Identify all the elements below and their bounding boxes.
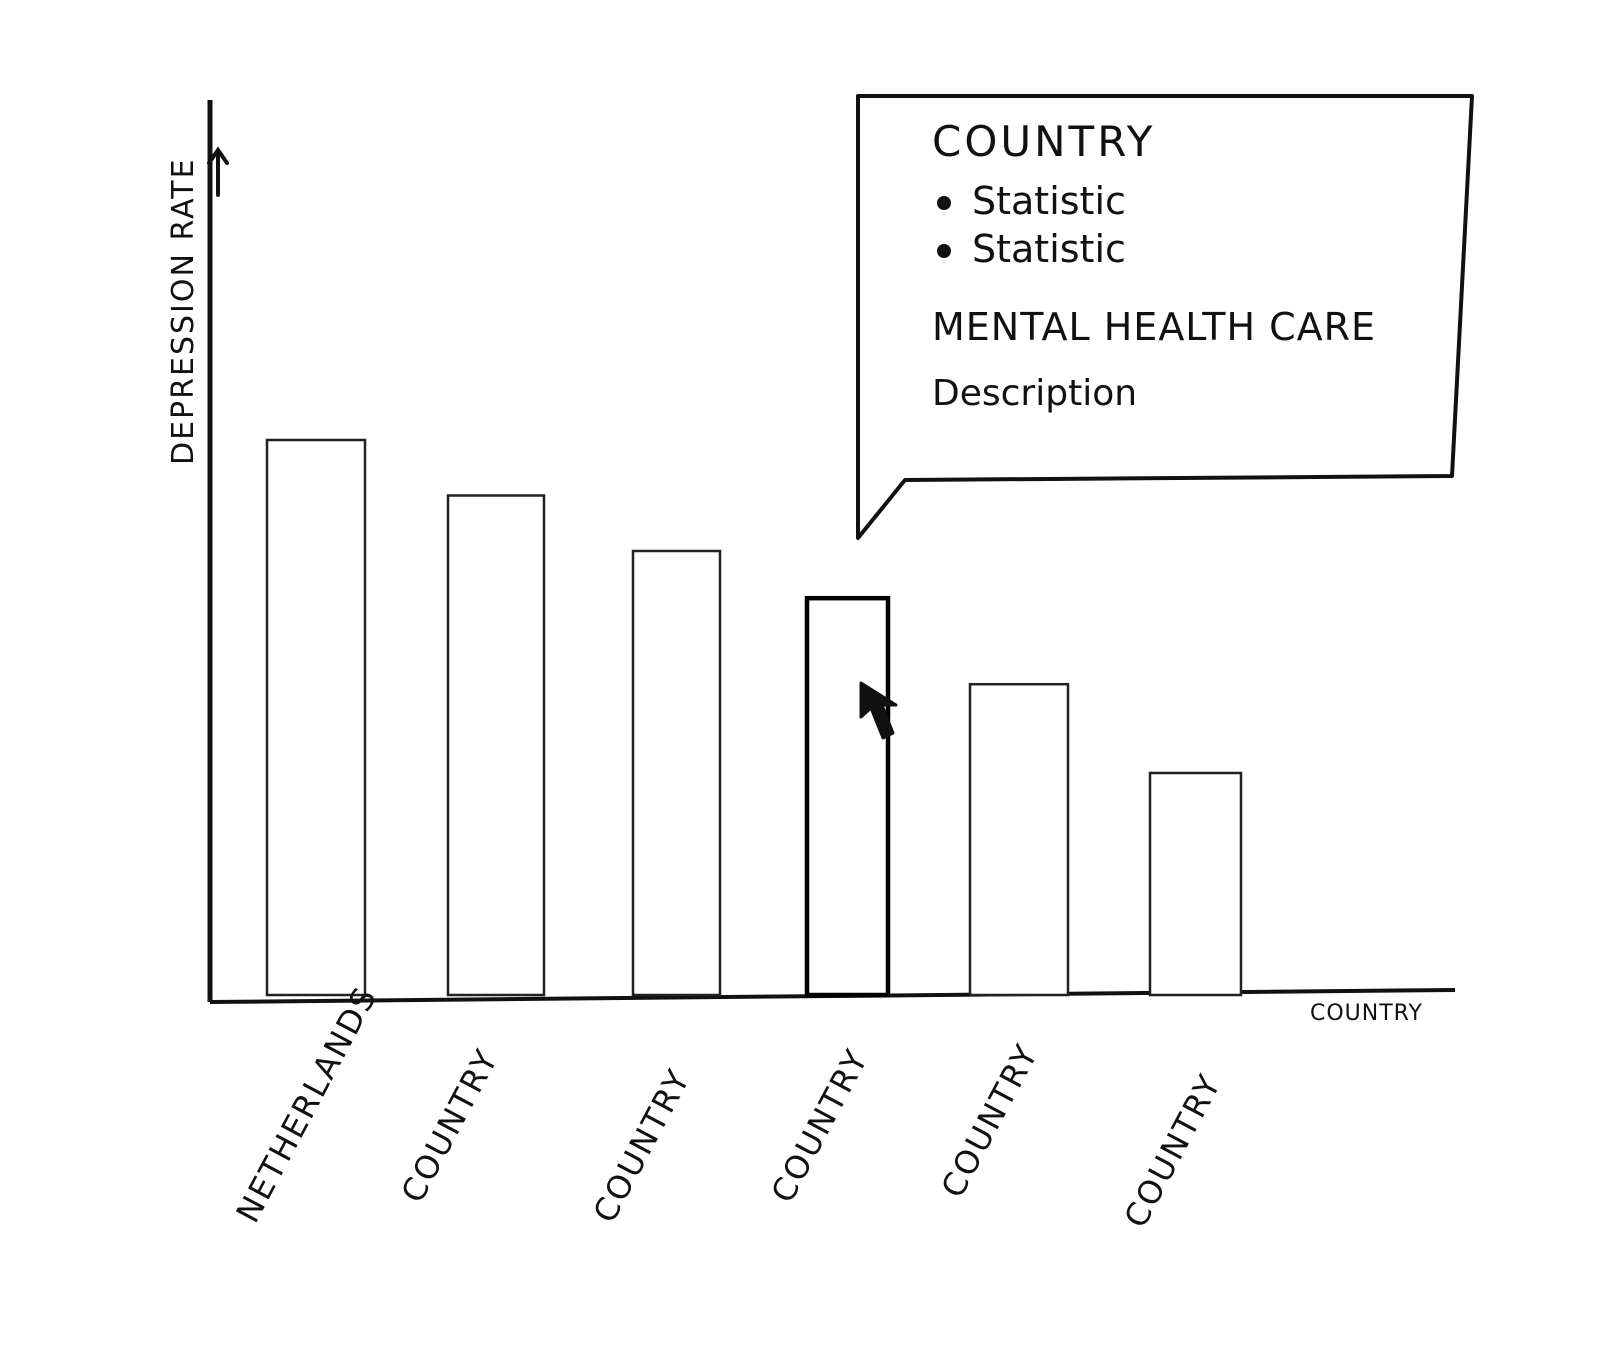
tooltip-bullet-icon <box>937 244 951 258</box>
tooltip: COUNTRY Statistic Statistic MENTAL HEALT… <box>856 94 1474 540</box>
tooltip-stat-1: Statistic <box>972 179 1126 223</box>
tooltip-section-heading: MENTAL HEALTH CARE <box>932 305 1376 349</box>
bars-group <box>265 438 1243 998</box>
bar[interactable] <box>265 438 367 997</box>
x-tick-label: COUNTRY <box>1117 1067 1230 1233</box>
y-axis-arrow-icon <box>207 146 229 197</box>
tooltip-frame <box>856 94 1474 540</box>
bar[interactable] <box>446 494 546 997</box>
arrow-cursor-icon <box>859 681 898 740</box>
x-tick-label: COUNTRY <box>764 1042 877 1208</box>
x-axis-title: COUNTRY <box>1310 1001 1423 1026</box>
x-tick-label: COUNTRY <box>934 1037 1047 1203</box>
bar-hovered[interactable] <box>804 595 891 998</box>
y-axis-title: DEPRESSION RATE <box>166 157 201 465</box>
tooltip-title: COUNTRY <box>932 117 1155 166</box>
tooltip-stat-2: Statistic <box>972 227 1126 271</box>
bar[interactable] <box>631 549 722 997</box>
x-tick-label: COUNTRY <box>394 1042 507 1208</box>
x-tick-label: COUNTRY <box>586 1062 699 1228</box>
tooltip-bullet-icon <box>937 196 951 210</box>
x-tick-labels: NETHERLANDS COUNTRY COUNTRY COUNTRY COUNTRY C… <box>229 980 1230 1234</box>
bar[interactable] <box>1148 771 1243 997</box>
bar[interactable] <box>968 682 1070 997</box>
x-tick-label: NETHERLANDS <box>229 980 385 1229</box>
tooltip-description: Description <box>932 373 1137 414</box>
